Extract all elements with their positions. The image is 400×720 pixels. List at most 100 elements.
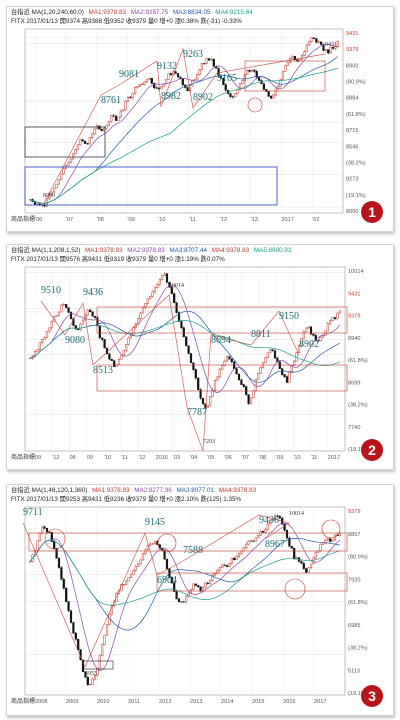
x-axis-footer-label: 商品指標 (11, 697, 35, 705)
candle-body (273, 350, 277, 359)
x-axis-footer-label: 商品指標 (11, 215, 35, 223)
candle-body (252, 390, 255, 399)
price-annotation: 9436 (259, 515, 279, 526)
candle-body (129, 334, 133, 339)
quote-line: FITX 2017/01/13 開9576 高9431 低9319 收9379 … (11, 256, 225, 263)
chart-info-header: 台指近 MA(1,20,240,60,0) MA1:9378.83 MA2:92… (11, 9, 256, 17)
candle-body (192, 583, 195, 590)
candle-body (221, 365, 224, 370)
y-tick-label: 8715 (346, 128, 358, 134)
candle-body (91, 678, 94, 685)
price-annotation: 8694 (211, 335, 231, 346)
resistance-zone-box (244, 60, 326, 92)
candle-body (245, 543, 248, 548)
candle-body (281, 71, 285, 80)
candle-body (125, 580, 128, 585)
moving-average-line (30, 68, 338, 204)
candle-body (331, 539, 334, 542)
candle-body (127, 577, 130, 582)
chart-panel-2: 台指近 MA(1,1,208,1,52) MA1:9378.83 MA2:937… (6, 244, 394, 470)
candle-body (158, 278, 161, 285)
panel-number-badge: 3 (361, 685, 383, 707)
candle-body (312, 37, 316, 39)
candle-body (267, 91, 270, 97)
moving-average-line (29, 522, 341, 671)
candle-body (217, 68, 220, 76)
candle-body (283, 523, 286, 531)
candle-body (144, 303, 147, 308)
candle-body (155, 87, 158, 89)
candle-body (317, 550, 320, 553)
candle-body (72, 622, 75, 634)
candle-body (103, 634, 106, 646)
candlestick-chart: 10014 9431 9379 8940 (61.8%) 8699 (38.2%) 7740 (… (11, 266, 368, 461)
candle-body (242, 384, 245, 387)
candle-body (274, 88, 277, 96)
candle-body (175, 302, 178, 313)
candle-body (153, 287, 157, 293)
candle-body (65, 588, 68, 602)
candle-body (327, 49, 330, 54)
y-tick-label: (19.1%) (346, 193, 366, 199)
candle-body (96, 317, 99, 327)
candle-body (134, 566, 137, 571)
candle-body (225, 565, 229, 567)
candle-body (262, 83, 265, 90)
y-tick-label: (38.2%) (346, 160, 366, 166)
candle-body (314, 552, 317, 559)
y-tick-label: 8699 (348, 380, 360, 386)
candle-body (212, 58, 215, 67)
x-tick-label: '03 (173, 455, 180, 461)
candle-body (266, 352, 269, 358)
candle-body (173, 582, 176, 592)
chart-panel-1: 台指近 MA(1,20,240,60,0) MA1:9378.83 MA2:92… (6, 6, 394, 232)
candle-body (253, 69, 256, 72)
candle-body (308, 41, 311, 46)
candle-body (89, 309, 92, 313)
chart-info-header: 台指近 MA(1,1,208,1,52) MA1:9378.83 MA2:937… (11, 247, 294, 255)
candle-body (60, 567, 63, 580)
candle-body (255, 71, 258, 78)
candle-body (98, 125, 101, 130)
candle-body (283, 374, 286, 377)
x-tick-label: '11 (121, 455, 128, 461)
candle-body (191, 80, 194, 86)
candle-body (38, 533, 41, 542)
price-annotation: 8967 (265, 539, 285, 550)
candle-body (310, 37, 313, 42)
x-tick-label: '09 (127, 217, 134, 223)
candle-body (57, 179, 60, 185)
candle-body (122, 584, 125, 586)
candle-body (180, 601, 183, 603)
candle-body (284, 65, 287, 72)
y-tick-label: 9431 (346, 31, 358, 37)
candle-body (201, 587, 205, 592)
x-tick-label: '06 (224, 455, 231, 461)
candle-body (269, 96, 273, 99)
x-tick-label: '10 (158, 217, 165, 223)
candle-body (319, 543, 322, 551)
y-tick-label: 7740 (348, 425, 360, 431)
moving-average-line (30, 284, 341, 393)
y-tick-label: (61.8%) (348, 358, 368, 364)
y-tick-label: 8940 (348, 336, 360, 342)
candle-body (231, 96, 234, 98)
price-annotation: 6904 (157, 575, 177, 586)
candle-body (235, 368, 238, 375)
y-tick-label: 8884 (346, 96, 358, 102)
candle-body (107, 121, 110, 126)
candle-body (176, 73, 180, 78)
candle-body (175, 591, 178, 600)
candle-body (333, 317, 337, 319)
price-annotation: 9080 (65, 335, 85, 346)
candle-body (295, 557, 298, 559)
highlight-circle (321, 519, 341, 539)
candle-body (181, 78, 184, 86)
candle-body (120, 354, 123, 360)
candle-body (165, 558, 169, 569)
plot-frame (24, 266, 346, 452)
candle-body (177, 312, 181, 322)
candle-body (336, 41, 339, 47)
price-annotation: 8761 (101, 95, 121, 106)
candle-body (329, 320, 332, 325)
